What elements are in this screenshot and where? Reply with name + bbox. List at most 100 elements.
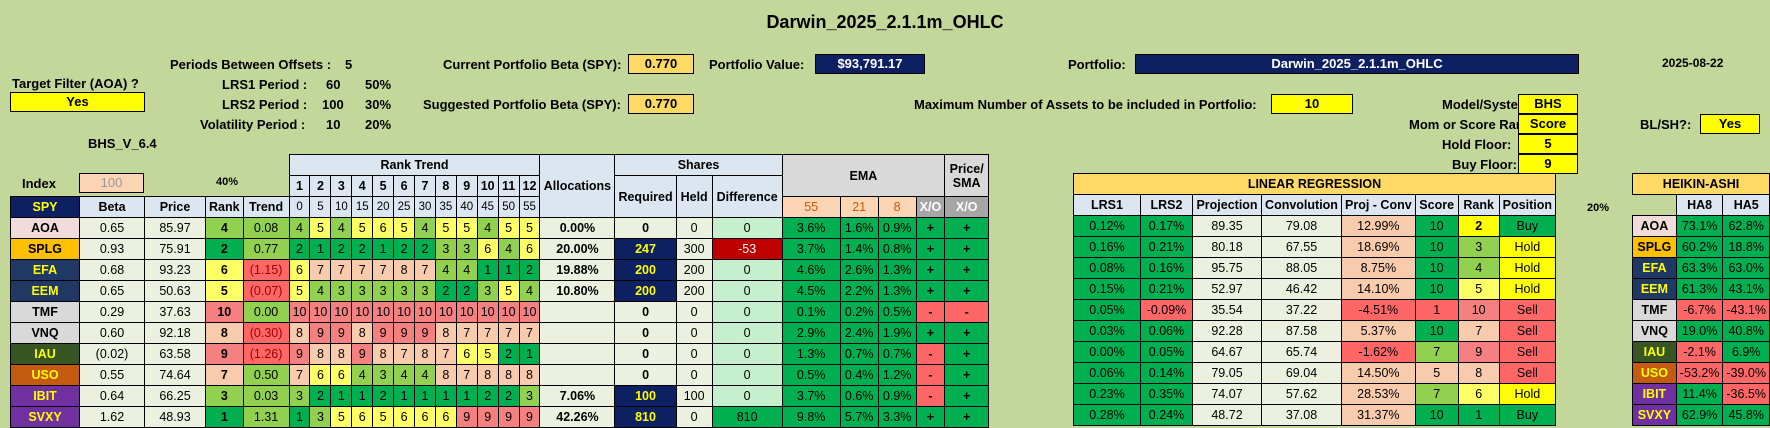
rank-trend-cell: 2 [330,238,353,260]
heikin-row: VNQ 19.0% 40.8% [1632,320,1770,342]
rank-trend-cell: 8 [434,322,457,344]
hold-floor-value[interactable]: 5 [1518,134,1578,154]
rank-trend-cell: 8 [288,322,311,344]
lrs1-weight: 50% [365,77,392,92]
allocation-cell [539,322,616,344]
ema-e21-cell: 2.2% [839,280,879,302]
rank-trend-cell: 3 [372,364,395,386]
ema-e55-cell: 2.9% [781,322,841,344]
model-value[interactable]: BHS [1518,94,1578,114]
price-sma-cell: + [944,322,990,344]
portfolio-name[interactable]: Darwin_2025_2.1.1m_OHLC [1135,54,1579,74]
ha8-cell: 60.2% [1675,236,1724,258]
rank-trend-cell: 8 [393,259,416,281]
rank-mode-value[interactable]: Score [1518,114,1578,134]
projconv-cell: 18.69% [1341,236,1416,258]
rank-trend-cell: 3 [393,280,416,302]
rank-trend-cell: 7 [414,259,436,281]
convolution-cell: 65.74 [1261,341,1342,363]
trend-cell: (1.26) [242,343,290,365]
projconv-cell: 14.10% [1341,278,1416,300]
beta-cell: 0.55 [79,364,145,386]
rank2-header: Rank [1457,194,1500,216]
rank-trend-offset: 35 [434,196,457,218]
ema-e8-cell: 1.9% [877,322,917,344]
heikin-row: IBIT 11.4% -36.5% [1632,383,1770,405]
rank-trend-cell: 2 [455,280,478,302]
rank-trend-cell: 4 [309,280,332,302]
table-row: SPLG 0.93 75.91 2 0.77 2 1 2 2 1 2 2 3 3 6 4 6 20.00% 247 3… [10,238,990,260]
position-cell: Hold [1498,278,1556,300]
ha-symbol-cell: SVXY [1632,404,1677,426]
position-header: Position [1498,194,1556,216]
allocation-cell: 19.88% [539,259,616,281]
projconv-header: Proj - Conv [1341,194,1416,216]
rank-trend-cell: 4 [434,259,457,281]
lrs2-period-label: LRS2 Period : [222,97,308,112]
heikin-header: HEIKIN-ASHI [1632,173,1770,195]
symbol-cell: EFA [10,259,80,281]
rank-trend-cell: 7 [372,259,395,281]
ema-e55-cell: 3.7% [781,238,841,260]
periods-offsets-label: Periods Between Offsets : [170,57,332,72]
rank-trend-cell: 6 [351,406,374,428]
held-cell: 0 [675,364,713,386]
rank-trend-cell: 2 [414,238,436,260]
ema21-header: 21 [839,196,879,218]
price-sma-cell: + [944,259,990,281]
rank-trend-cell: 1 [309,238,332,260]
beta-cell: 0.60 [79,322,145,344]
ha8-cell: -53.2% [1675,362,1724,384]
rank-trend-offset: 20 [372,196,395,218]
symbol-cell: SPLG [10,238,80,260]
score-cell: 10 [1414,404,1459,426]
rank-trend-cell: 4 [288,217,311,239]
ha5-cell: 63.0% [1722,257,1770,279]
required-cell: 0 [614,301,677,323]
difference-cell: 0 [711,364,783,386]
ema-e55-cell: 4.6% [781,259,841,281]
ha8-cell: -6.7% [1675,299,1724,321]
rank-trend-cell: 7 [476,322,499,344]
table-row: AOA 0.65 85.97 4 0.08 4 5 4 5 6 5 4 5 5 4 5 5 0.00% 0 0 0 3.6… [10,217,990,239]
rank-trend-cell: 10 [476,301,499,323]
rank-trend-offset: 55 [518,196,541,218]
required-cell: 0 [614,343,677,365]
rank-trend-cell: 6 [476,238,499,260]
rank-cell: 6 [205,259,244,281]
linreg-row: 0.06% 0.14% 79.05 69.04 14.50% 5 8 Sell [1073,362,1556,384]
xo-cell: + [915,280,946,302]
table-row: IBIT 0.64 66.25 3 0.03 3 2 1 1 2 1 1 1 1 2 2 3 7.06% 100 10… [10,385,990,407]
max-assets-value[interactable]: 10 [1271,94,1353,114]
ema-e8-cell: 1.2% [877,364,917,386]
price-sma-cell: - [944,301,990,323]
spy-header: SPY [10,196,80,218]
heikin-row: TMF -6.7% -43.1% [1632,299,1770,321]
score-cell: 7 [1414,341,1459,363]
table-row: SVXY 1.62 48.93 1 1.31 1 3 5 6 5 6 6 6 9 9 9 9 42.26% 810 0… [10,406,990,428]
trend-cell: (1.15) [242,259,290,281]
price-cell: 75.91 [144,238,206,260]
lrs2-period-value: 100 [322,97,344,112]
rank-cell: 5 [205,280,244,302]
ha8-cell: 62.9% [1675,404,1724,426]
buy-floor-value[interactable]: 9 [1518,154,1578,174]
xo2-header: X/O [944,196,990,218]
beta-cell: 1.62 [79,406,145,428]
rank-trend-cell: 10 [518,301,541,323]
rank-trend-period-4: 4 [351,175,374,197]
rank-trend-period-3: 3 [330,175,353,197]
report-date: 2025-08-22 [1662,56,1724,70]
rank-trend-offset: 50 [497,196,520,218]
rank-trend-cell: 7 [455,322,478,344]
held-cell: 200 [675,280,713,302]
allocation-cell: 0.00% [539,217,616,239]
symbol-cell: IBIT [10,385,80,407]
projection-cell: 74.07 [1192,383,1262,405]
ema-header: EMA [781,154,946,197]
target-filter-value[interactable]: Yes [10,92,145,112]
blsh-value[interactable]: Yes [1700,114,1760,134]
rank-trend-cell: 6 [372,217,395,239]
rank-trend-offset: 10 [330,196,353,218]
rank-trend-offset: 5 [309,196,332,218]
